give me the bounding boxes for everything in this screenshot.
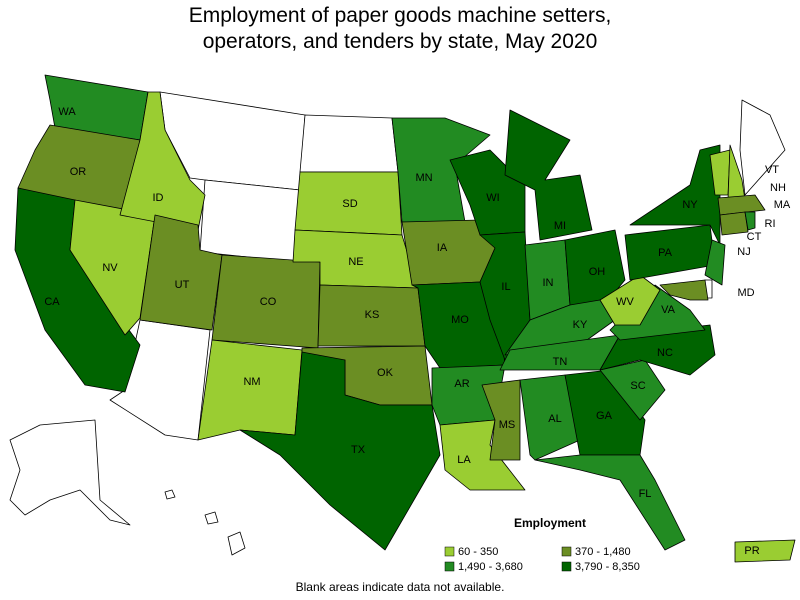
state-no-data bbox=[739, 99, 786, 196]
state-label: IL bbox=[501, 281, 510, 293]
state-label: OR bbox=[70, 166, 87, 178]
title-line: Employment of paper goods machine setter… bbox=[189, 4, 612, 27]
legend: 60 - 350 370 - 1,480 1,490 - 3,680 3,790 - … bbox=[444, 546, 640, 573]
title-line: operators, and tenders by state, May 202… bbox=[203, 30, 598, 53]
state-label: SC bbox=[630, 380, 645, 392]
state-no-data bbox=[227, 531, 246, 556]
state bbox=[734, 539, 796, 563]
state-label: IA bbox=[437, 242, 448, 254]
state bbox=[391, 117, 491, 223]
state-label: FL bbox=[639, 488, 652, 500]
legend-label: 370 - 1,480 bbox=[575, 546, 631, 558]
state-label: MA bbox=[774, 199, 791, 211]
state-label: NV bbox=[102, 262, 118, 274]
state-label: KY bbox=[573, 319, 588, 331]
legend-label: 60 - 350 bbox=[458, 546, 498, 558]
blank-states bbox=[9, 91, 786, 556]
state-label: WI bbox=[486, 192, 499, 204]
state bbox=[519, 374, 581, 461]
state-label: PA bbox=[658, 247, 673, 259]
legend-swatch bbox=[561, 561, 572, 572]
state bbox=[744, 211, 756, 231]
state-label: WA bbox=[58, 106, 76, 118]
state-no-data bbox=[299, 114, 399, 173]
state-label: NC bbox=[657, 347, 673, 359]
state-label: IN bbox=[543, 277, 554, 289]
state-label: PR bbox=[744, 545, 759, 557]
state-label: NJ bbox=[737, 246, 750, 258]
state bbox=[629, 144, 721, 246]
legend-swatch bbox=[561, 546, 572, 557]
state bbox=[481, 379, 521, 461]
state-label: CA bbox=[44, 296, 60, 308]
state-label: OK bbox=[377, 367, 394, 379]
state bbox=[119, 91, 206, 231]
state bbox=[599, 359, 666, 421]
legend-swatch bbox=[444, 546, 455, 557]
state-label: LA bbox=[457, 454, 471, 466]
state bbox=[197, 339, 303, 441]
state bbox=[504, 109, 593, 241]
state bbox=[719, 211, 749, 236]
state-label: WV bbox=[616, 296, 634, 308]
state bbox=[704, 239, 726, 286]
state-label: RI bbox=[765, 218, 776, 230]
state-label: AR bbox=[454, 378, 469, 390]
state-label: TX bbox=[351, 444, 366, 456]
state bbox=[717, 194, 766, 216]
state bbox=[659, 279, 709, 301]
state-label: OH bbox=[589, 266, 606, 278]
state-label: CO bbox=[260, 296, 277, 308]
state-label: MD bbox=[737, 287, 754, 299]
state-no-data bbox=[199, 179, 301, 263]
state-label: TN bbox=[553, 356, 568, 368]
state-label: VA bbox=[661, 304, 676, 316]
state-no-data bbox=[9, 419, 131, 526]
state-label: NY bbox=[682, 199, 698, 211]
state-label: NH bbox=[770, 182, 786, 194]
state-label: GA bbox=[596, 410, 613, 422]
state-no-data bbox=[204, 511, 219, 525]
legend-label: 1,490 - 3,680 bbox=[458, 561, 523, 573]
legend-title: Employment bbox=[514, 516, 586, 530]
state-label: UT bbox=[175, 279, 190, 291]
state-no-data bbox=[164, 489, 176, 500]
state-label: NM bbox=[243, 376, 260, 388]
legend-swatch bbox=[444, 561, 455, 572]
state-label: KS bbox=[365, 309, 380, 321]
state-label: MI bbox=[554, 220, 566, 232]
state-label: MS bbox=[499, 419, 516, 431]
state-label: NE bbox=[348, 256, 363, 268]
state-label: CT bbox=[747, 231, 762, 243]
note: Blank areas indicate data not available. bbox=[296, 580, 505, 594]
state-label: MO bbox=[451, 314, 469, 326]
state-label: VT bbox=[765, 164, 779, 176]
legend-label: 3,790 - 8,350 bbox=[575, 561, 640, 573]
state bbox=[534, 454, 686, 551]
states: WA OR CA NV ID UT CO NM SD NE KS OK TX MN IA MO AR LA WI IL… bbox=[14, 74, 796, 563]
state-label: MN bbox=[415, 172, 432, 184]
state bbox=[239, 351, 441, 551]
state-label: AL bbox=[548, 413, 561, 425]
state-label: ID bbox=[153, 192, 164, 204]
state-label: SD bbox=[342, 198, 357, 210]
